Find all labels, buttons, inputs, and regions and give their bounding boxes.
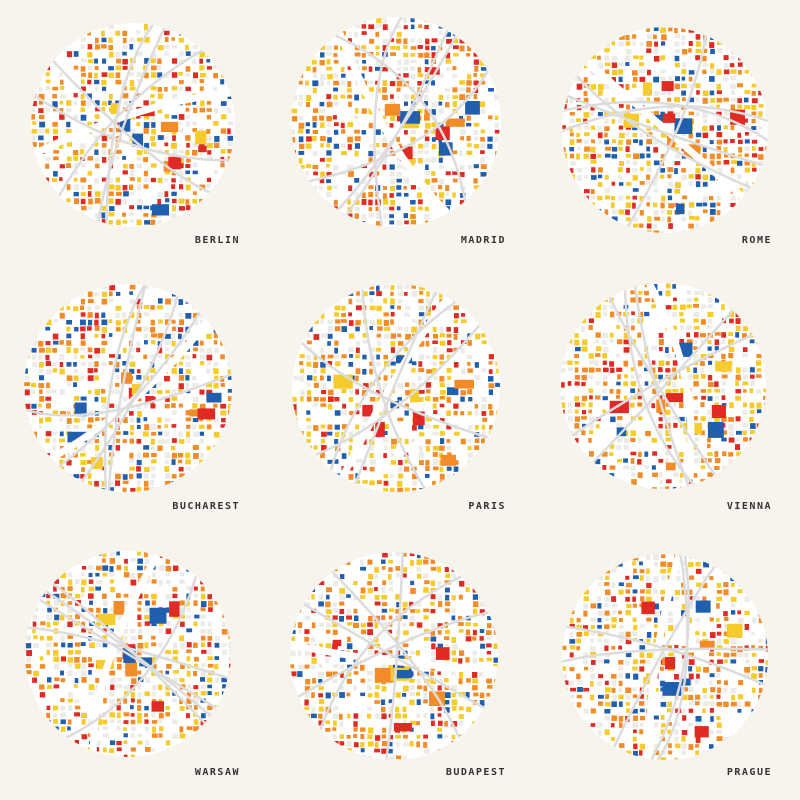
paris-city-map-icon: [292, 284, 500, 492]
city-panel-vienna: VIENNA: [532, 266, 798, 532]
city-label: BUCHAREST: [172, 501, 240, 512]
vienna-city-map-icon: [560, 283, 766, 489]
city-label: PRAGUE: [726, 767, 772, 778]
city-panel-budapest: BUDAPEST: [266, 532, 532, 798]
city-label: PARIS: [468, 501, 506, 512]
rome-city-map-icon: [562, 27, 768, 233]
madrid-city-map-icon: [291, 17, 501, 227]
bucharest-city-map-icon: [24, 284, 232, 492]
berlin-city-map-icon: [31, 23, 235, 227]
city-panel-berlin: BERLIN: [0, 0, 266, 266]
city-panel-paris: PARIS: [266, 266, 532, 532]
warsaw-city-map-icon: [25, 551, 231, 757]
city-label: MADRID: [460, 235, 506, 246]
city-panel-prague: PRAGUE: [532, 532, 798, 798]
city-panel-rome: ROME: [532, 0, 798, 266]
city-label: ROME: [741, 235, 772, 246]
city-label: VIENNA: [726, 501, 772, 512]
prague-city-map-icon: [562, 554, 768, 760]
city-panel-bucharest: BUCHAREST: [0, 266, 266, 532]
city-panel-warsaw: WARSAW: [0, 532, 266, 798]
city-label: BUDAPEST: [445, 767, 506, 778]
city-label: WARSAW: [194, 767, 240, 778]
budapest-city-map-icon: [290, 552, 498, 760]
city-label: BERLIN: [194, 235, 240, 246]
city-panel-madrid: MADRID: [266, 0, 532, 266]
